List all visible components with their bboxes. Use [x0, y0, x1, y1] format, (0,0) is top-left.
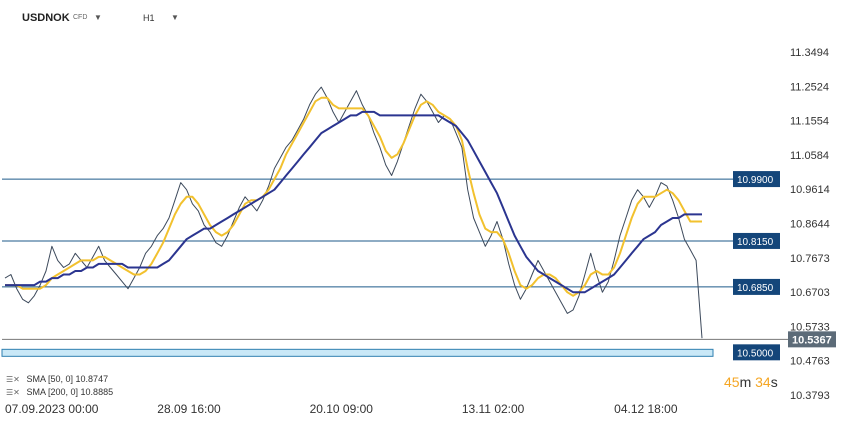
- settings-icon[interactable]: ☰✕: [6, 375, 20, 384]
- indicator-legend: ☰✕ SMA [50, 0] 10.8747 ☰✕ SMA [200, 0] 1…: [6, 373, 113, 399]
- x-tick-label: 07.09.2023 00:00: [5, 402, 99, 416]
- price-levels: [1, 178, 788, 357]
- chart-series: [4, 86, 703, 339]
- countdown-seconds: 34: [755, 374, 771, 390]
- y-tick-label: 10.5733: [790, 321, 830, 333]
- chart-header: USDNOK CFD ▼ H1 ▼: [0, 0, 849, 34]
- y-tick-label: 11.3494: [790, 47, 829, 59]
- x-tick-label: 13.11 02:00: [462, 402, 525, 416]
- level-tag-label: 10.5000: [737, 348, 774, 359]
- symbol-dropdown-icon[interactable]: ▼: [94, 13, 102, 22]
- timeframe-selector[interactable]: H1: [143, 13, 155, 23]
- y-tick-label: 10.3793: [790, 390, 830, 402]
- level-tag: [733, 344, 780, 361]
- instrument-type: CFD: [73, 14, 88, 21]
- countdown-m: m: [739, 374, 752, 390]
- x-tick-label: 28.09 16:00: [157, 402, 221, 416]
- legend-sma50[interactable]: ☰✕ SMA [50, 0] 10.8747: [6, 373, 113, 386]
- y-axis: 11.3494 11.2524 11.1554 11.0584 10.9614 10.86…: [790, 47, 830, 402]
- y-tick-label: 11.2524: [790, 81, 829, 93]
- current-price-label: 10.5367: [792, 334, 832, 346]
- timeframe-dropdown-icon[interactable]: ▼: [171, 13, 179, 22]
- y-tick-label: 10.6703: [790, 287, 830, 299]
- level-tag-label: 10.6850: [737, 283, 774, 294]
- legend-sma200-text: SMA [200, 0] 10.8885: [26, 387, 114, 397]
- level-tags: 10.9900 10.8150 10.6850 10.5000 10.5367: [733, 171, 836, 361]
- candle-countdown: 45m 34s: [724, 374, 778, 390]
- legend-sma200[interactable]: ☰✕ SMA [200, 0] 10.8885: [6, 386, 113, 399]
- level-tag: [733, 278, 780, 295]
- y-tick-label: 10.9614: [790, 184, 830, 196]
- x-tick-label: 20.10 09:00: [310, 402, 374, 416]
- countdown-minutes: 45: [724, 374, 740, 390]
- x-tick-label: 04.12 18:00: [614, 402, 678, 416]
- level-tag-label: 10.8150: [737, 237, 774, 248]
- countdown-s: s: [770, 374, 778, 390]
- level-zone-10-5000: [1, 348, 714, 357]
- level-tag: [733, 171, 780, 188]
- series-line-0: [4, 86, 703, 339]
- legend-sma50-text: SMA [50, 0] 10.8747: [26, 374, 109, 384]
- y-tick-label: 10.8644: [790, 218, 830, 230]
- symbol-name[interactable]: USDNOK: [22, 12, 70, 24]
- current-price-tag: [788, 331, 836, 348]
- y-tick-label: 10.4763: [790, 356, 830, 368]
- y-tick-label: 11.1554: [790, 116, 829, 128]
- y-tick-label: 10.7673: [790, 253, 830, 265]
- level-tag-label: 10.9900: [737, 175, 774, 186]
- x-axis: 07.09.2023 00:00 28.09 16:00 20.10 09:00 13…: [5, 402, 678, 416]
- y-tick-label: 11.0584: [790, 150, 829, 162]
- series-line-1: [5, 96, 702, 297]
- level-tag: [733, 232, 780, 249]
- settings-icon[interactable]: ☰✕: [6, 388, 20, 397]
- series-line-2: [5, 110, 702, 294]
